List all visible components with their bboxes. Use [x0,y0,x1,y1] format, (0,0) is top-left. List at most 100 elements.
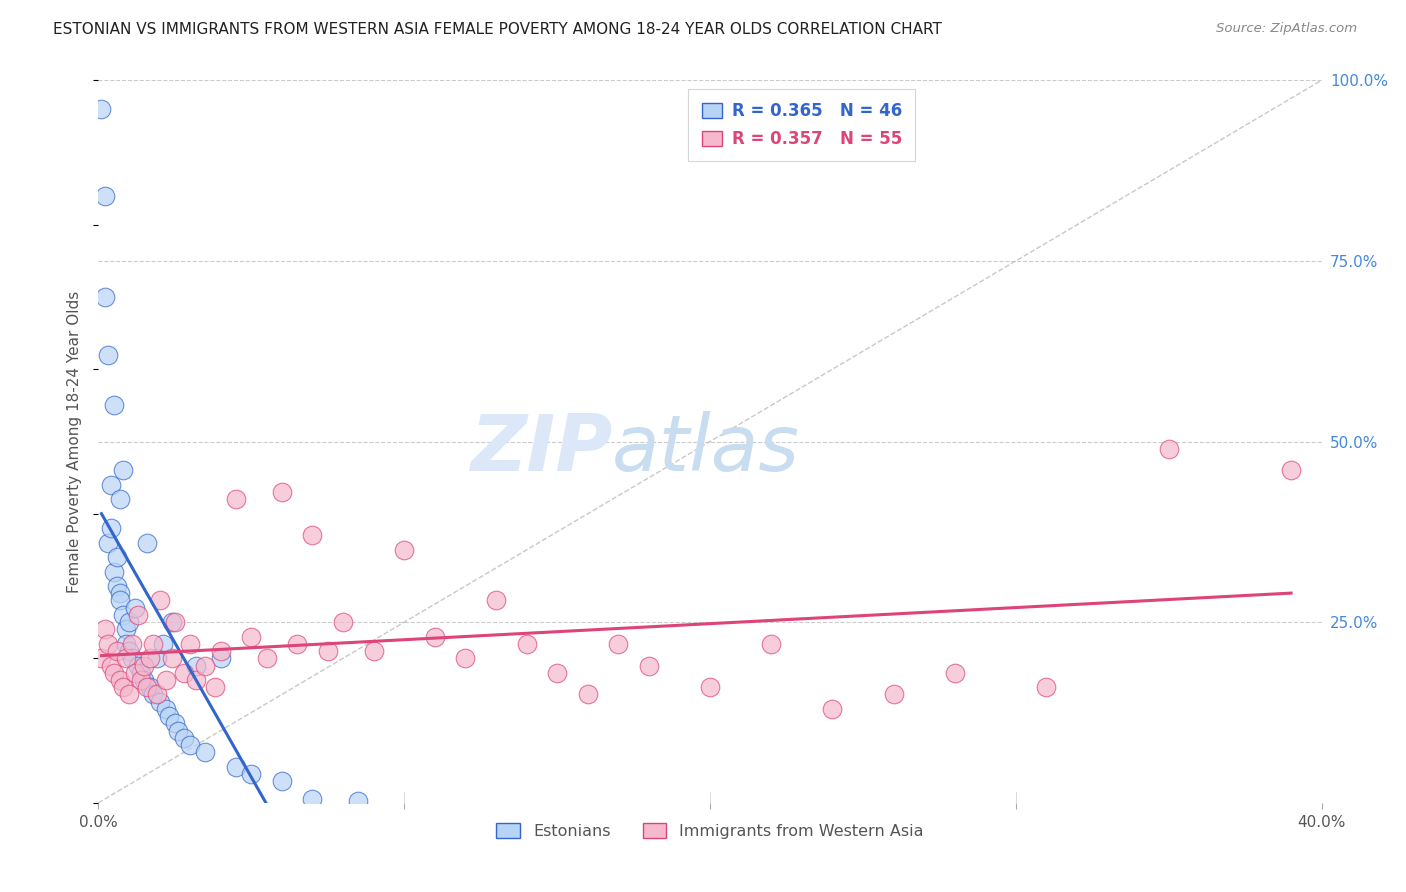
Point [90,651,112,665]
Point [108,492,131,507]
Point [194,658,217,673]
Point [179,637,201,651]
Point [103,398,125,412]
Point [139,651,162,665]
Point [134,658,156,673]
Point [124,600,146,615]
Point [145,687,167,701]
Point [160,615,183,630]
Point [127,658,149,673]
Point [155,673,177,687]
Point [186,658,208,673]
Point [186,673,208,687]
Point [103,565,125,579]
Point [127,607,149,622]
Point [136,535,159,549]
Point [256,651,278,665]
Point [173,665,195,680]
Point [1035,680,1057,694]
Point [108,586,131,600]
Point [149,695,172,709]
Point [105,644,128,658]
Point [301,528,323,542]
Point [821,702,844,716]
Point [516,637,538,651]
Point [124,665,146,680]
Point [423,630,446,644]
Point [301,792,323,806]
Point [194,745,217,759]
Point [115,651,138,665]
Point [392,542,416,557]
Point [759,637,782,651]
Point [108,593,131,607]
Point [93,189,115,203]
Point [100,658,122,673]
Point [97,637,120,651]
Point [179,738,201,752]
Point [1157,442,1180,456]
Point [332,615,354,630]
Point [546,665,568,680]
Point [943,665,966,680]
Point [163,716,186,731]
Point [883,687,905,701]
Text: Source: ZipAtlas.com: Source: ZipAtlas.com [1216,22,1357,36]
Point [142,637,165,651]
Point [93,623,115,637]
Point [115,623,138,637]
Point [240,630,263,644]
Point [163,615,186,630]
Point [173,731,195,745]
Point [136,680,159,694]
Point [93,290,115,304]
Point [115,637,138,651]
Point [118,687,141,701]
Point [485,593,508,607]
Point [103,665,125,680]
Point [142,687,165,701]
Point [204,680,226,694]
Point [155,702,177,716]
Point [607,637,630,651]
Point [139,680,162,694]
Point [129,665,152,680]
Point [240,767,263,781]
Point [111,680,134,694]
Point [108,673,131,687]
Point [111,607,134,622]
Point [637,658,661,673]
Text: ZIP: ZIP [470,410,612,487]
Point [316,644,339,658]
Point [160,651,183,665]
Point [134,673,156,687]
Point [270,774,292,789]
Legend: Estonians, Immigrants from Western Asia: Estonians, Immigrants from Western Asia [489,816,931,846]
Point [129,673,152,687]
Point [121,637,143,651]
Point [121,651,143,665]
Point [363,644,385,658]
Point [225,492,247,507]
Point [149,593,172,607]
Point [225,760,247,774]
Point [100,521,122,535]
Point [209,651,232,665]
Point [699,680,721,694]
Point [285,637,308,651]
Point [157,709,180,723]
Point [118,644,141,658]
Point [167,723,190,738]
Point [576,687,599,701]
Text: atlas: atlas [612,410,800,487]
Point [90,102,112,116]
Point [105,550,128,565]
Point [97,535,120,549]
Point [1279,463,1302,477]
Point [97,348,120,362]
Point [118,615,141,630]
Y-axis label: Female Poverty Among 18-24 Year Olds: Female Poverty Among 18-24 Year Olds [67,291,83,592]
Point [111,463,134,477]
Point [100,478,122,492]
Point [454,651,477,665]
